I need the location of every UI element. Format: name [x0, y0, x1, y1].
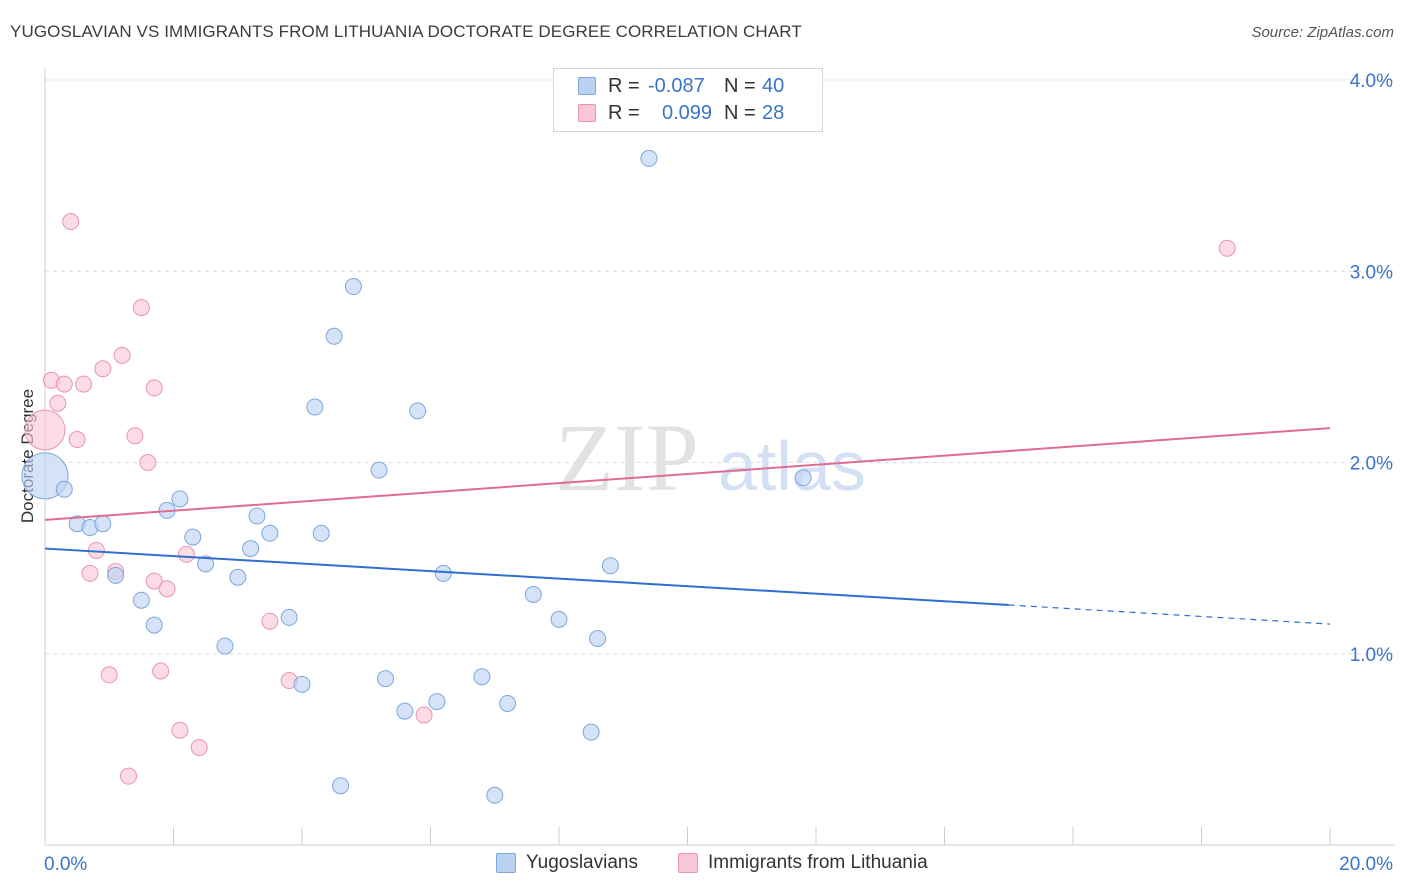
- yugoslavian-point: [55, 480, 73, 498]
- lithuania-point: [62, 213, 80, 231]
- yugoslavian-point: [107, 566, 125, 584]
- lithuania-point: [177, 545, 195, 563]
- yugoslavian-point: [229, 568, 247, 586]
- chart-title: YUGOSLAVIAN VS IMMIGRANTS FROM LITHUANIA…: [10, 22, 802, 41]
- y-tick-label: 3.0%: [1350, 262, 1393, 283]
- yugoslavian-point: [332, 777, 350, 795]
- y-tick-label: 1.0%: [1350, 645, 1393, 666]
- y-tick-label: 4.0%: [1350, 71, 1393, 92]
- legend-label-yugoslavians: Yugoslavians: [526, 852, 638, 873]
- yugoslavian-point: [171, 490, 189, 508]
- yugoslavian-point: [396, 702, 414, 720]
- yugoslavian-point: [428, 693, 446, 711]
- lithuania-point: [81, 564, 99, 582]
- legend-swatch-blue: [578, 77, 596, 95]
- yugoslavian-point: [261, 524, 279, 542]
- legend-label-lithuania: Immigrants from Lithuania: [708, 852, 928, 873]
- watermark: ZIP atlas: [555, 404, 866, 511]
- yugoslavian-point: [293, 675, 311, 693]
- lithuania-point: [75, 375, 93, 393]
- legend-item-yugoslavians: Yugoslavians: [496, 852, 638, 874]
- yugoslavian-point: [325, 327, 343, 345]
- legend-r-value: -0.087: [648, 74, 705, 97]
- y-tick-label: 2.0%: [1350, 454, 1393, 475]
- yugoslavian-point: [409, 402, 427, 420]
- yugoslavian-point: [197, 555, 215, 573]
- stats-legend: R = -0.087 N = 40 R = 0.099 N = 28: [553, 68, 823, 132]
- legend-n-label: N =: [724, 101, 756, 124]
- lithuania-point: [68, 431, 86, 449]
- yugoslavian-point: [377, 670, 395, 688]
- yugoslavian-point: [582, 723, 600, 741]
- legend-swatch-pink: [678, 853, 698, 873]
- lithuania-point: [261, 612, 279, 630]
- legend-row-lithuania: R = 0.099 N = 28: [578, 101, 784, 125]
- lithuania-point: [415, 706, 433, 724]
- y-tick-labels: 1.0% 2.0% 3.0% 4.0%: [1350, 71, 1393, 666]
- gridlines: [45, 79, 1395, 655]
- lithuania-point: [190, 738, 208, 756]
- yugoslavian-point: [601, 557, 619, 575]
- legend-item-lithuania: Immigrants from Lithuania: [678, 852, 928, 874]
- lithuania-point: [158, 580, 176, 598]
- yugoslavian-point: [248, 507, 266, 525]
- yugoslavian-trend-extension: [1008, 604, 1331, 625]
- lithuania-trend-line: [44, 427, 1331, 521]
- lithuania-point: [113, 346, 131, 364]
- lithuania-point: [126, 427, 144, 445]
- legend-row-yugoslavians: R = -0.087 N = 40: [578, 74, 784, 98]
- yugoslavian-point: [589, 629, 607, 647]
- yugoslavian-point: [312, 524, 330, 542]
- legend-swatch-blue: [496, 853, 516, 873]
- yugoslavian-point: [132, 591, 150, 609]
- lithuania-point: [120, 767, 138, 785]
- lithuania-point: [55, 375, 73, 393]
- yugoslavian-point: [184, 528, 202, 546]
- lithuania-point: [139, 454, 157, 471]
- lithuania-point: [49, 394, 67, 412]
- yugoslavian-point: [550, 610, 568, 628]
- yugoslavian-point: [640, 149, 658, 167]
- lithuania-point: [1218, 239, 1236, 257]
- x-tick-label: 20.0%: [1339, 854, 1393, 875]
- legend-r-label: R =: [608, 74, 640, 97]
- legend-r-label: R =: [608, 101, 640, 124]
- yugoslavian-point: [794, 469, 812, 487]
- yugoslavian-point: [94, 515, 112, 533]
- yugoslavian-point: [242, 540, 260, 558]
- yugoslavian-point: [216, 637, 234, 655]
- lithuania-point: [145, 379, 163, 397]
- yugoslavian-point: [344, 278, 362, 296]
- lithuania-point: [171, 721, 189, 739]
- yugoslavian-point: [499, 694, 517, 712]
- legend-n-label: N =: [724, 74, 756, 97]
- lithuania-point: [100, 666, 118, 684]
- yugoslavian-trend-line: [44, 547, 1009, 606]
- yugoslavian-point: [280, 608, 298, 626]
- lithuania-point: [94, 360, 112, 378]
- legend-n-value: 28: [762, 101, 785, 124]
- yugoslavian-point: [306, 398, 324, 416]
- yugoslavian-point: [145, 616, 163, 634]
- source-credit: Source: ZipAtlas.com: [1251, 24, 1394, 41]
- lithuania-point: [132, 299, 150, 317]
- legend-r-value: 0.099: [662, 101, 713, 124]
- x-tick-labels: 0.0% 20.0%: [44, 854, 1393, 875]
- legend-n-value: 40: [762, 74, 785, 97]
- series-legend: Yugoslavians Immigrants from Lithuania: [0, 852, 1406, 878]
- legend-swatch-pink: [578, 104, 596, 122]
- trend-lines: [44, 427, 1331, 625]
- x-tick-label: 0.0%: [44, 854, 87, 875]
- data-points: [21, 149, 1236, 804]
- yugoslavian-point: [473, 668, 491, 686]
- yugoslavian-point: [486, 786, 504, 804]
- lithuania-point: [152, 662, 170, 680]
- yugoslavian-point: [434, 564, 452, 582]
- lithuania-point: [24, 409, 66, 451]
- lithuania-point: [145, 572, 163, 590]
- watermark-zip: ZIP: [555, 404, 699, 511]
- yugoslavian-point: [370, 461, 388, 479]
- yugoslavian-point: [524, 585, 542, 603]
